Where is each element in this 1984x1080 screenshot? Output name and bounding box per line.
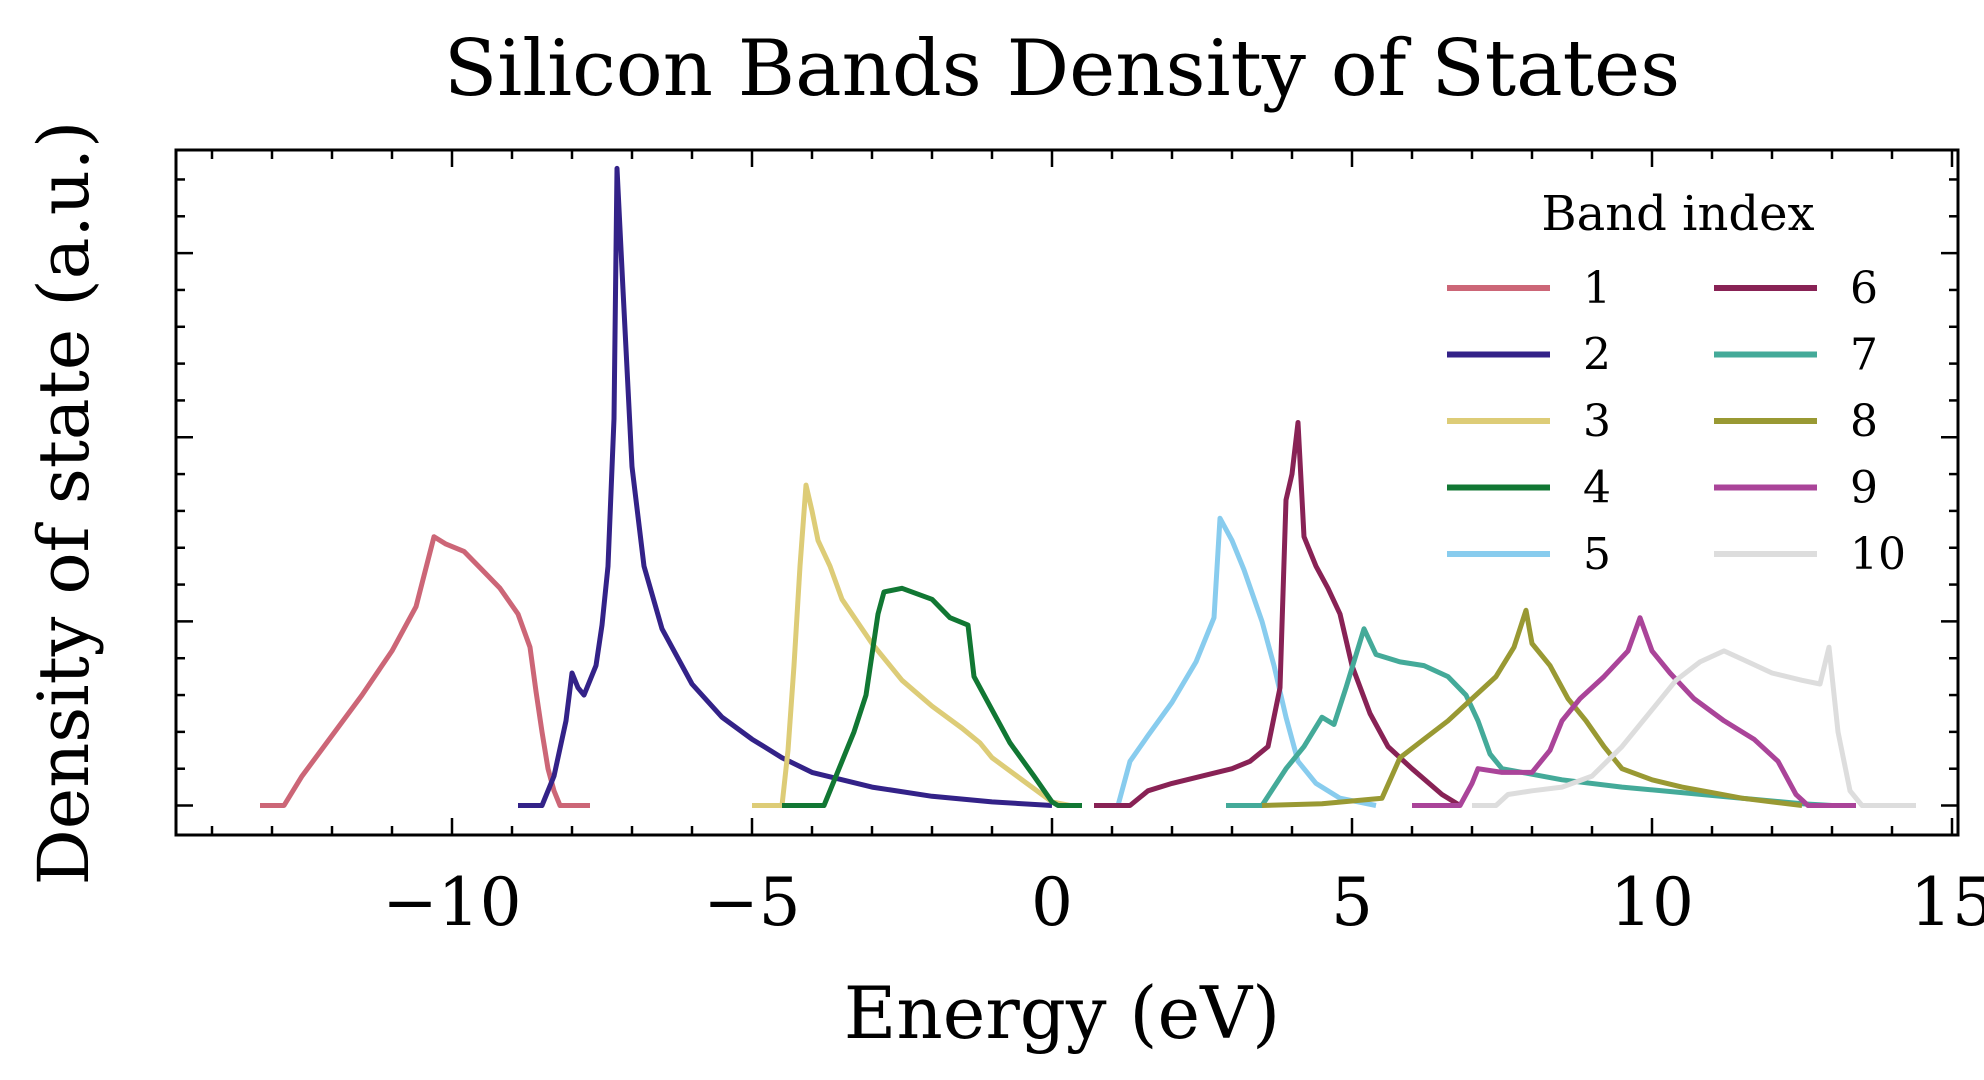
series-line-band-9 [1412,615,1856,808]
x-tick-label: −5 [703,864,800,941]
legend-label-band-9: 9 [1850,463,1878,514]
legend-label-band-6: 6 [1850,263,1878,314]
legend-label-band-5: 5 [1583,529,1611,580]
series-line-band-10 [1472,644,1916,808]
plot-area [260,165,1916,808]
legend-label-band-8: 8 [1850,396,1878,447]
legend: Band index 1 2 3 4 5 6 7 8 9 10 [1447,186,1906,580]
legend-label-band-10: 10 [1850,529,1906,580]
axes: −10 −5 0 5 10 15 [174,148,1984,941]
series-line-band-3 [752,482,1071,808]
legend-label-band-1: 1 [1583,263,1611,314]
series-line-band-2 [518,165,1053,808]
plot-frame [174,148,1960,837]
x-tick-label: −10 [382,864,521,941]
x-tick-label: 10 [1610,864,1694,941]
x-tick-label: 5 [1331,864,1373,941]
legend-label-band-2: 2 [1583,330,1611,381]
legend-label-band-7: 7 [1850,330,1878,381]
x-tick-label: 0 [1031,864,1073,941]
series-line-band-1 [260,534,590,808]
y-axis-label: Density of state (a.u.) [23,121,105,886]
series-line-band-6 [1094,420,1462,808]
legend-label-band-4: 4 [1583,463,1611,514]
legend-label-band-3: 3 [1583,396,1611,447]
x-tick-label: 15 [1910,864,1984,941]
x-axis-label: Energy (eV) [844,971,1280,1055]
series-line-band-4 [782,585,1082,808]
legend-title: Band index [1541,186,1814,242]
series-line-band-7 [1226,626,1833,808]
series-line-band-5 [1115,515,1377,808]
series-line-band-8 [1261,607,1803,808]
chart-title: Silicon Bands Density of States [444,24,1680,114]
